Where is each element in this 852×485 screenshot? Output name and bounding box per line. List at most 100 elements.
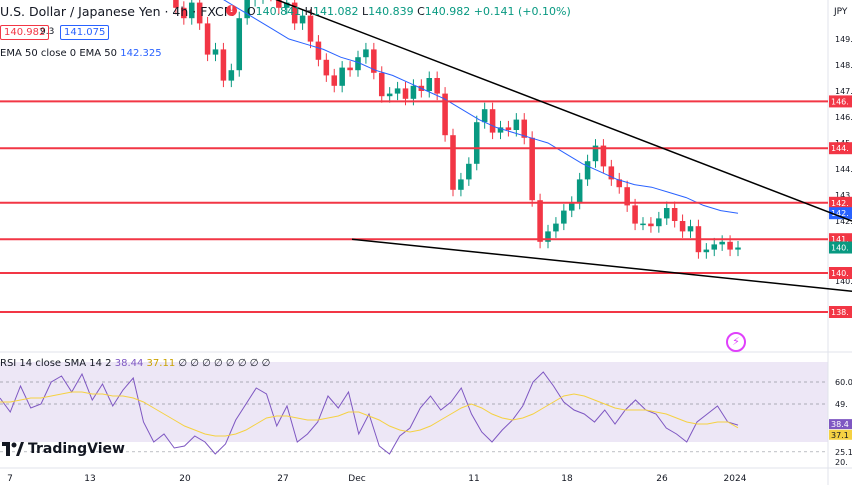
time-tick-label: 26: [656, 474, 668, 484]
candle-body: [711, 244, 718, 250]
candle-body: [466, 163, 472, 180]
candle-body: [315, 41, 322, 60]
candle-body: [212, 49, 219, 55]
trendline-upper: [275, 0, 852, 222]
rsi-tick-label: 60.0: [835, 378, 852, 387]
time-tick-label: 11: [468, 474, 479, 484]
candle-body: [173, 0, 179, 8]
price-level-tag-label: 140.: [831, 269, 849, 278]
candle-body: [378, 72, 385, 97]
candle-body: [489, 109, 496, 133]
rsi-tick-label: 20.: [835, 458, 848, 467]
price-level-tag: [829, 267, 852, 279]
time-tick-label: 13: [84, 474, 95, 484]
candle-body: [505, 127, 512, 130]
candle-body: [735, 247, 741, 250]
price-level-tag-label: 138.: [831, 308, 849, 317]
rsi-legend[interactable]: RSI 14 close SMA 14 2 38.44 37.11 ∅ ∅ ∅ …: [0, 358, 271, 369]
candle-body: [561, 210, 567, 224]
candle-body: [576, 179, 583, 203]
rsi-tick-label: 25.1: [835, 448, 852, 457]
candle-body: [632, 205, 638, 224]
candle-body: [339, 67, 345, 86]
candle-body: [671, 208, 678, 221]
candle-body: [727, 241, 733, 250]
candle-body: [600, 145, 607, 167]
candle-body: [553, 223, 559, 232]
candle-body: [386, 93, 393, 97]
candle-body: [473, 122, 480, 164]
tradingview-icon: [2, 442, 24, 456]
candle-body: [347, 67, 353, 71]
price-tick-label: 144.: [835, 165, 852, 174]
buy-price-button[interactable]: 141.075: [60, 25, 110, 40]
candle-body: [244, 0, 250, 19]
candle-body: [719, 241, 725, 245]
candle-body: [608, 166, 615, 180]
candle-body: [616, 179, 623, 188]
time-tick-label: 20: [179, 474, 191, 484]
candle-body: [196, 2, 203, 24]
price-tick-label: 147.: [835, 87, 852, 96]
sell-price-button[interactable]: 140.982: [0, 25, 50, 40]
candle-body: [458, 179, 464, 190]
price-tag: [829, 207, 852, 220]
tradingview-logo[interactable]: TradingView: [2, 441, 125, 457]
price-level-tag-label: 146.: [831, 97, 849, 106]
candle-body: [228, 70, 235, 81]
rsi-line: [0, 371, 739, 455]
candle-body: [584, 161, 591, 180]
candle-body: [323, 59, 330, 76]
candle-body: [402, 88, 409, 99]
candle-body: [236, 18, 243, 71]
candle-body: [299, 15, 306, 24]
candle-body: [513, 119, 520, 130]
price-tag-label: 140.: [831, 244, 849, 253]
candle-body: [568, 202, 575, 211]
rsi-value-tag: [829, 429, 852, 440]
candle-body: [529, 137, 535, 201]
rsi-tick-label: 49.: [835, 400, 848, 409]
candle-body: [204, 23, 211, 55]
rsi-value-tag-label: 38.4: [831, 420, 849, 429]
price-level-tag-label: 141.: [831, 235, 849, 244]
candle-body: [679, 221, 686, 232]
price-level-tag-label: 142.: [831, 199, 849, 208]
price-tick-label: 149.: [835, 35, 852, 44]
symbol-title[interactable]: U.S. Dollar / Japanese Yen · 4h · FXCM: [0, 4, 235, 19]
candle-body: [703, 249, 710, 253]
candle-body: [355, 57, 361, 71]
rsi-band: [0, 362, 828, 442]
candle-body: [410, 85, 417, 99]
candle-body: [426, 78, 433, 91]
lightning-icon[interactable]: ⚡: [726, 332, 746, 352]
rsi-value-tag: [829, 419, 852, 430]
candle-body: [291, 2, 298, 24]
price-tick-label: 143.: [835, 191, 852, 200]
candle-body: [592, 145, 599, 162]
market-closed-icon[interactable]: !: [226, 5, 237, 16]
candle-body: [363, 49, 369, 58]
trendline-lower: [351, 238, 852, 292]
ema-legend[interactable]: EMA 50 close 0 EMA 50 142.325: [0, 48, 162, 59]
candle-body: [394, 88, 401, 94]
candle-body: [663, 208, 670, 219]
candle-body: [656, 218, 662, 227]
price-level-tag: [829, 142, 852, 155]
ohlc-readout: O140.841 H141.082 L140.839 C140.982 +0.1…: [247, 5, 571, 18]
price-tick-label: 140.: [835, 277, 852, 286]
candle-body: [537, 200, 543, 242]
time-tick-label: 27: [277, 474, 288, 484]
price-tick-label: 142.: [835, 217, 852, 226]
price-tag-label: 142.: [831, 209, 849, 218]
price-tag: [829, 241, 852, 254]
candle-body: [624, 187, 630, 206]
price-level-tag-label: 144.: [831, 144, 849, 153]
candle-body: [450, 135, 456, 190]
candle-body: [648, 223, 654, 227]
ema50-line: [223, 0, 739, 214]
candle-body: [188, 2, 195, 19]
price-tick-label: 148.: [835, 61, 852, 70]
rsi-value-tag-label: 37.1: [831, 431, 849, 440]
